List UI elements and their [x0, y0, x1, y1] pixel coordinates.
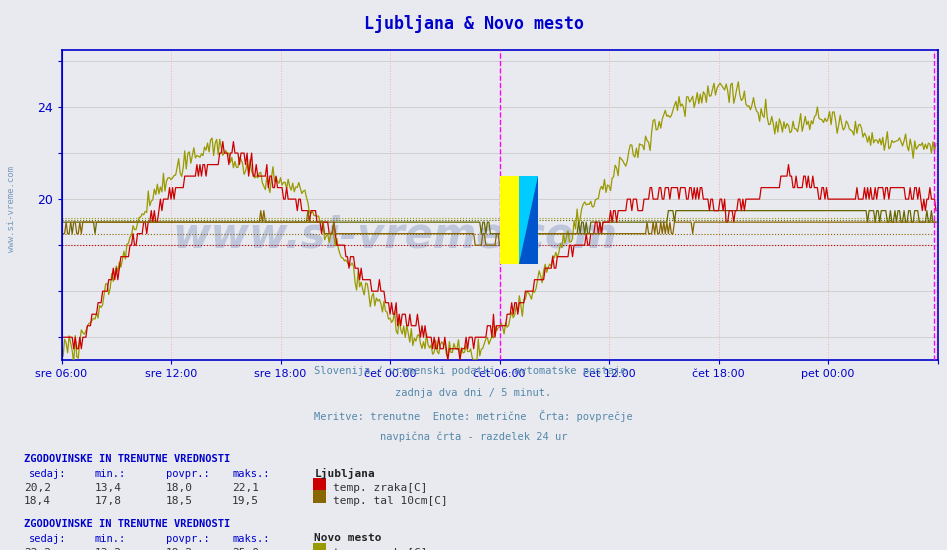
Bar — [500, 176, 519, 263]
Text: maks.:: maks.: — [232, 534, 270, 544]
Text: sedaj:: sedaj: — [28, 469, 66, 479]
Text: 25,0: 25,0 — [232, 548, 259, 550]
Polygon shape — [519, 176, 538, 263]
Text: 20,2: 20,2 — [24, 483, 51, 493]
Text: min.:: min.: — [95, 469, 126, 479]
Text: zadnja dva dni / 5 minut.: zadnja dva dni / 5 minut. — [396, 388, 551, 398]
Text: 13,2: 13,2 — [95, 548, 122, 550]
Text: 18,4: 18,4 — [24, 496, 51, 505]
Text: Ljubljana: Ljubljana — [314, 468, 375, 479]
Bar — [519, 176, 538, 263]
Text: 22,2: 22,2 — [24, 548, 51, 550]
Text: min.:: min.: — [95, 534, 126, 544]
Text: www.si-vreme.com: www.si-vreme.com — [7, 166, 16, 252]
Text: 17,8: 17,8 — [95, 496, 122, 505]
Text: 18,0: 18,0 — [166, 483, 193, 493]
Text: ZGODOVINSKE IN TRENUTNE VREDNOSTI: ZGODOVINSKE IN TRENUTNE VREDNOSTI — [24, 454, 230, 464]
Text: ZGODOVINSKE IN TRENUTNE VREDNOSTI: ZGODOVINSKE IN TRENUTNE VREDNOSTI — [24, 519, 230, 529]
Text: 19,2: 19,2 — [166, 548, 193, 550]
Text: www.si-vreme.com: www.si-vreme.com — [172, 215, 616, 257]
Text: povpr.:: povpr.: — [166, 469, 209, 479]
Text: Meritve: trenutne  Enote: metrične  Črta: povprečje: Meritve: trenutne Enote: metrične Črta: … — [314, 410, 633, 422]
Text: Ljubljana & Novo mesto: Ljubljana & Novo mesto — [364, 15, 583, 34]
Text: Novo mesto: Novo mesto — [314, 533, 382, 543]
Text: navpična črta - razdelek 24 ur: navpična črta - razdelek 24 ur — [380, 432, 567, 442]
Text: temp. zraka[C]: temp. zraka[C] — [333, 548, 428, 550]
Text: sedaj:: sedaj: — [28, 534, 66, 544]
Text: 18,5: 18,5 — [166, 496, 193, 505]
Text: povpr.:: povpr.: — [166, 534, 209, 544]
Text: temp. zraka[C]: temp. zraka[C] — [333, 483, 428, 493]
Text: 13,4: 13,4 — [95, 483, 122, 493]
Text: 22,1: 22,1 — [232, 483, 259, 493]
Text: temp. tal 10cm[C]: temp. tal 10cm[C] — [333, 496, 448, 505]
Text: maks.:: maks.: — [232, 469, 270, 479]
Text: 19,5: 19,5 — [232, 496, 259, 505]
Text: Slovenija / vremenski podatki - avtomatske postaje.: Slovenija / vremenski podatki - avtomats… — [314, 366, 633, 376]
